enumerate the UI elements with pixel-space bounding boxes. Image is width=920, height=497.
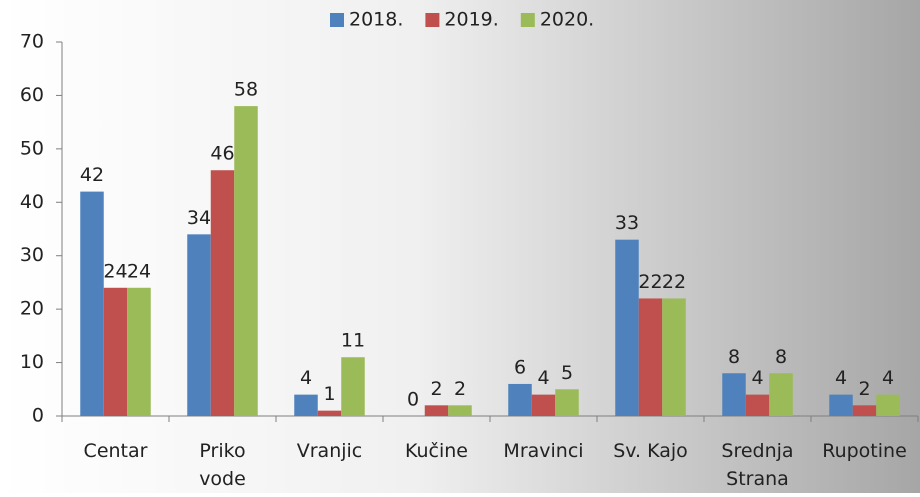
x-tick-label: Mravinci — [503, 440, 583, 462]
bar — [745, 394, 770, 416]
bar — [317, 410, 342, 416]
y-tick-label: 10 — [20, 351, 44, 373]
data-label: 2 — [858, 378, 870, 400]
legend-label: 2020. — [540, 9, 594, 31]
x-tick-label: Rupotine — [822, 440, 907, 462]
data-label: 33 — [615, 212, 639, 234]
bar — [531, 394, 556, 416]
bar — [80, 191, 104, 416]
y-tick-label: 70 — [20, 31, 44, 53]
data-label: 11 — [341, 330, 365, 352]
x-tick-label: Vranjic — [297, 440, 363, 462]
x-tick-label: Srednja Strana — [721, 440, 793, 490]
y-tick-label: 40 — [20, 191, 44, 213]
bar — [234, 106, 258, 416]
data-label: 4 — [751, 367, 763, 389]
data-label: 6 — [514, 356, 526, 378]
bar — [508, 383, 532, 416]
x-tick-label: Priko vode — [199, 440, 246, 490]
data-label: 1 — [323, 383, 335, 405]
data-label: 2 — [430, 378, 442, 400]
data-label: 4 — [537, 367, 549, 389]
data-label: 4 — [300, 367, 312, 389]
y-tick-label: 60 — [20, 84, 44, 106]
legend-label: 2019. — [444, 9, 498, 31]
data-label: 22 — [638, 271, 662, 293]
x-tick-label: Sv. Kajo — [613, 440, 688, 462]
bar — [722, 373, 746, 416]
legend-swatch — [330, 13, 344, 27]
data-label: 4 — [882, 367, 894, 389]
legend: 2018. 2019. 2020. — [330, 9, 594, 31]
data-label: 5 — [561, 362, 573, 384]
data-label: 2 — [454, 378, 466, 400]
data-label: 22 — [662, 271, 686, 293]
y-tick-label: 50 — [20, 137, 44, 159]
bar — [210, 170, 235, 416]
bar — [187, 234, 211, 416]
bar — [615, 239, 639, 416]
bar — [876, 394, 900, 416]
bar — [829, 394, 853, 416]
bar — [769, 373, 793, 416]
data-label: 8 — [775, 346, 787, 368]
bar — [294, 394, 318, 416]
data-label: 24 — [103, 260, 127, 282]
legend-swatch — [520, 13, 535, 27]
legend-swatch — [425, 13, 440, 27]
data-label: 42 — [80, 164, 104, 186]
x-tick-label: Centar — [84, 440, 148, 462]
data-label: 24 — [127, 260, 151, 282]
data-label: 0 — [407, 389, 419, 411]
bar — [127, 287, 151, 416]
y-tick-label: 0 — [32, 405, 44, 427]
data-label: 58 — [234, 79, 258, 101]
data-label: 46 — [210, 143, 234, 165]
bar — [103, 287, 128, 416]
data-label: 34 — [187, 207, 211, 229]
x-tick-label: Kučine — [405, 440, 468, 462]
bar — [448, 405, 472, 416]
bar — [662, 298, 686, 416]
data-label: 8 — [728, 346, 740, 368]
bar — [341, 357, 365, 416]
bar — [638, 298, 663, 416]
legend-label: 2018. — [349, 9, 403, 31]
y-tick-label: 20 — [20, 298, 44, 320]
bar — [555, 389, 579, 416]
bar — [852, 405, 877, 416]
data-label: 4 — [835, 367, 847, 389]
bar — [424, 405, 449, 416]
y-tick-label: 30 — [20, 244, 44, 266]
